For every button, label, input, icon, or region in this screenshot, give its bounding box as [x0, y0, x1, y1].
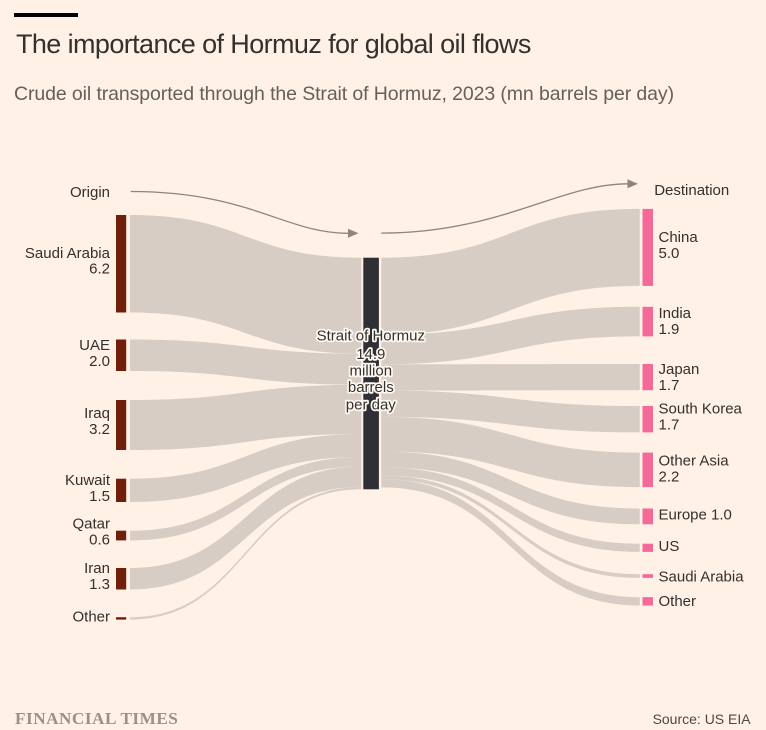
svg-text:Japan: Japan	[659, 361, 700, 378]
svg-text:2.2: 2.2	[659, 469, 680, 486]
svg-text:Iran: Iran	[84, 560, 110, 577]
svg-text:1.7: 1.7	[659, 417, 680, 434]
svg-text:1.5: 1.5	[89, 488, 110, 505]
svg-text:Other Asia: Other Asia	[659, 453, 730, 470]
svg-text:US: US	[659, 538, 680, 555]
svg-text:Other: Other	[72, 609, 110, 626]
svg-text:Other: Other	[659, 593, 697, 610]
svg-text:Kuwait: Kuwait	[65, 472, 111, 489]
svg-text:14.9: 14.9	[356, 346, 385, 363]
svg-text:Saudi Arabia: Saudi Arabia	[659, 569, 745, 586]
svg-text:2.0: 2.0	[89, 353, 110, 370]
svg-text:South Korea: South Korea	[659, 401, 743, 418]
svg-text:Origin: Origin	[70, 184, 110, 201]
svg-text:India: India	[659, 305, 692, 322]
svg-text:Europe 1.0: Europe 1.0	[659, 507, 732, 524]
svg-text:UAE: UAE	[79, 337, 110, 354]
svg-text:6.2: 6.2	[89, 261, 110, 278]
svg-text:1.3: 1.3	[89, 576, 110, 593]
svg-text:Qatar: Qatar	[72, 515, 110, 532]
svg-text:3.2: 3.2	[89, 421, 110, 438]
svg-text:barrels: barrels	[348, 379, 394, 396]
svg-text:1.9: 1.9	[659, 321, 680, 338]
svg-text:Destination: Destination	[654, 182, 729, 199]
svg-text:Saudi Arabia: Saudi Arabia	[25, 245, 111, 262]
svg-text:Iraq: Iraq	[84, 405, 110, 422]
svg-text:Strait of Hormuz: Strait of Hormuz	[317, 328, 425, 345]
svg-text:1.7: 1.7	[659, 377, 680, 394]
svg-text:per day: per day	[346, 397, 397, 414]
svg-text:China: China	[659, 229, 699, 246]
svg-text:million: million	[350, 362, 393, 379]
svg-text:0.6: 0.6	[89, 531, 110, 548]
svg-text:5.0: 5.0	[659, 245, 680, 262]
